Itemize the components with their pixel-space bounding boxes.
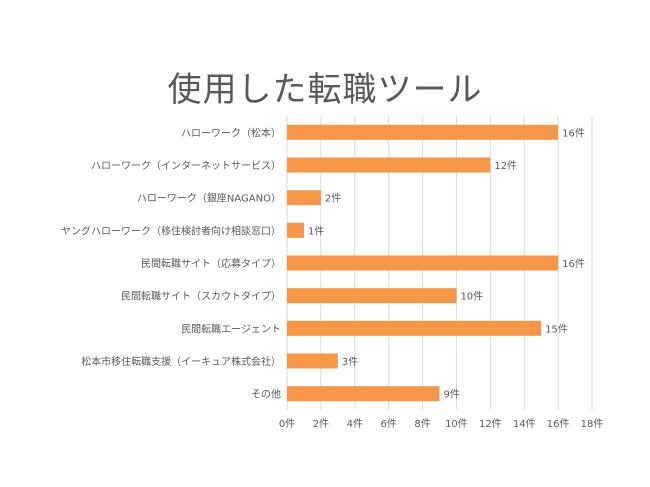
data-label: 16件 [562, 258, 585, 270]
x-tick-label: 18件 [581, 418, 604, 430]
bar [287, 320, 542, 336]
bar [287, 255, 559, 271]
data-label: 3件 [342, 356, 358, 368]
category-label: ハローワーク（インターネットサービス） [91, 160, 281, 172]
x-tick-label: 12件 [479, 418, 502, 430]
bar [287, 124, 559, 140]
bar [287, 353, 338, 369]
data-label: 2件 [325, 193, 341, 205]
bar [287, 288, 457, 304]
category-labels: ハローワーク（松本） ハローワーク（インターネットサービス） ハローワーク（銀座NA… [61, 126, 281, 400]
data-labels: 16件 12件 2件 1件 16件 10件 15件 3件 9件 [308, 127, 585, 400]
category-label: 民間転職エージェント [181, 323, 281, 335]
x-tick-label: 6件 [380, 418, 396, 430]
bars [287, 124, 559, 402]
category-label: 松本市移住転職支援（イーキュア株式会社） [81, 355, 281, 368]
category-label: ハローワーク（銀座NAGANO） [137, 192, 281, 205]
x-tick-label: 2件 [313, 418, 329, 430]
data-label: 15件 [545, 323, 568, 335]
bar [287, 386, 440, 402]
data-label: 16件 [562, 127, 585, 139]
category-label: 民間転職サイト（スカウトタイプ） [121, 291, 281, 303]
data-label: 12件 [494, 160, 517, 172]
bar [287, 157, 491, 173]
data-label: 9件 [444, 389, 460, 401]
chart-title: 使用した転職ツール [167, 70, 483, 110]
x-tick-labels: 0件 2件 4件 6件 8件 10件 12件 14件 16件 18件 [279, 418, 604, 430]
x-tick-label: 16件 [547, 418, 570, 430]
data-label: 10件 [460, 291, 483, 303]
x-tick-label: 10件 [445, 418, 468, 430]
category-label: ヤングハローワーク（移住検討者向け相談窓口） [61, 224, 281, 237]
category-label: その他 [251, 388, 281, 401]
x-tick-label: 8件 [414, 418, 430, 430]
bar [287, 190, 321, 206]
category-label: 民間転職サイト（応募タイプ） [141, 257, 281, 270]
bar [287, 222, 304, 238]
x-tick-label: 4件 [347, 418, 363, 430]
x-tick-label: 0件 [279, 418, 295, 430]
data-label: 1件 [308, 225, 324, 237]
x-tick-label: 14件 [513, 418, 536, 430]
category-label: ハローワーク（松本） [181, 126, 281, 139]
